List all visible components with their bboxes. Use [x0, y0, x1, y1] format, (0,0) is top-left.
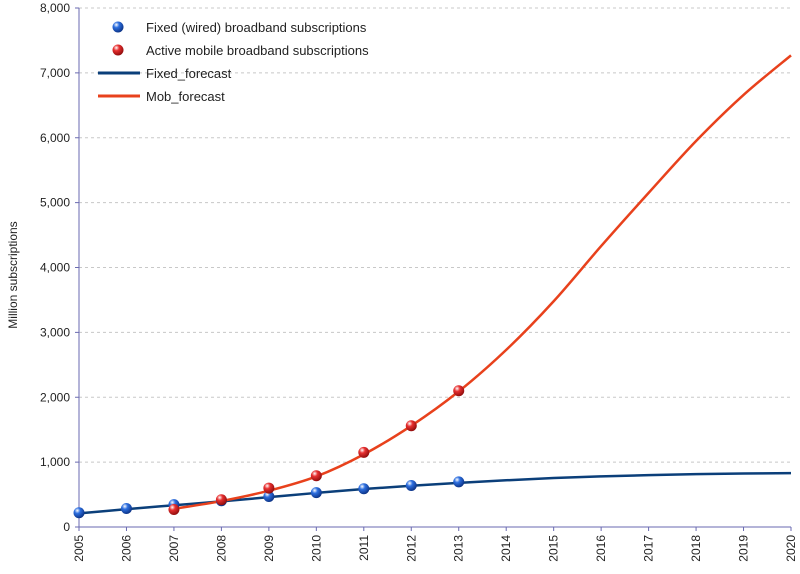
y-tick-label: 4,000 [40, 261, 70, 275]
x-tick-label: 2007 [167, 535, 181, 562]
y-tick-label: 8,000 [40, 1, 70, 15]
x-tick-label: 2018 [689, 535, 703, 562]
series-point-0 [453, 476, 465, 488]
x-tick-label: 2012 [404, 535, 418, 562]
y-tick-label: 0 [63, 520, 70, 534]
y-tick-label: 7,000 [40, 66, 70, 80]
x-tick-label: 2015 [547, 535, 561, 562]
x-tick-label: 2017 [642, 535, 656, 562]
x-tick-label: 2013 [452, 535, 466, 562]
y-tick-label: 6,000 [40, 131, 70, 145]
x-tick-label: 2005 [72, 535, 86, 562]
axes-layer: 0 1,000 2,000 3,000 4,000 5,000 6,000 7,000 8,00… [40, 1, 798, 562]
series-point-1 [453, 385, 465, 397]
series-point-0 [263, 491, 275, 503]
series-point-0 [358, 483, 370, 495]
x-tick-label: 2016 [594, 535, 608, 562]
y-tick-label: 1,000 [40, 455, 70, 469]
series-point-0 [405, 479, 417, 491]
series-point-1 [215, 494, 227, 506]
series-point-0 [310, 487, 322, 499]
legend: Fixed (wired) broadband subscriptions Act… [98, 20, 369, 104]
x-tick-label: 2011 [357, 535, 371, 561]
series-point-0 [120, 503, 132, 515]
series-point-1 [358, 446, 370, 458]
series-point-1 [168, 503, 180, 515]
y-tick-label: 2,000 [40, 390, 70, 404]
y-tick-label: 3,000 [40, 325, 70, 339]
legend-label-2: Fixed_forecast [146, 66, 232, 81]
legend-label-1: Active mobile broadband subscriptions [146, 43, 369, 58]
series-point-0 [73, 507, 85, 519]
grid-layer [79, 7, 791, 463]
series-line-2 [78, 471, 792, 515]
legend-label-0: Fixed (wired) broadband subscriptions [146, 20, 367, 35]
x-tick-label: 2008 [214, 535, 228, 562]
series-point-1 [263, 482, 275, 494]
x-tick-label: 2019 [737, 535, 751, 562]
y-tick-label: 5,000 [40, 196, 70, 210]
series-layer [73, 54, 792, 519]
x-tick-label: 2014 [499, 535, 513, 562]
legend-label-3: Mob_forecast [146, 89, 225, 104]
legend-marker-0 [112, 21, 124, 33]
series-point-1 [405, 420, 417, 432]
series-point-1 [310, 470, 322, 482]
series-line-3 [173, 54, 792, 511]
x-tick-label: 2009 [262, 535, 276, 562]
x-tick-label: 2006 [119, 535, 133, 562]
legend-marker-1 [112, 44, 124, 56]
x-tick-label: 2020 [784, 535, 798, 562]
x-tick-label: 2010 [309, 535, 323, 562]
y-axis-title: Million subscriptions [6, 221, 20, 328]
